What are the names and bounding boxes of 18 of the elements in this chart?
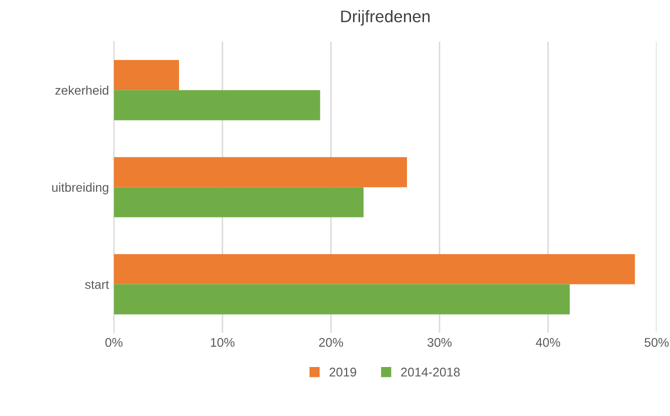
y-tick-label: zekerheid (55, 86, 108, 95)
x-tick-label: 10% (210, 338, 235, 347)
bar (114, 284, 570, 314)
bar (114, 60, 180, 90)
bar (114, 90, 320, 120)
chart-title: Drijfredenen (341, 10, 430, 26)
bar (114, 157, 407, 188)
x-tick-label: 20% (319, 338, 344, 347)
legend-label: 2019 (330, 368, 356, 377)
y-tick-label: uitbreiding (52, 182, 108, 194)
bar (114, 254, 635, 284)
bar (114, 187, 364, 218)
x-tick-label: 30% (427, 338, 452, 347)
legend-label: 2014-2018 (401, 368, 460, 377)
x-tick-label: 0% (105, 338, 122, 347)
x-tick-label: 40% (536, 338, 560, 347)
x-tick-label: 50% (644, 338, 669, 347)
y-tick-label: start (85, 280, 109, 289)
